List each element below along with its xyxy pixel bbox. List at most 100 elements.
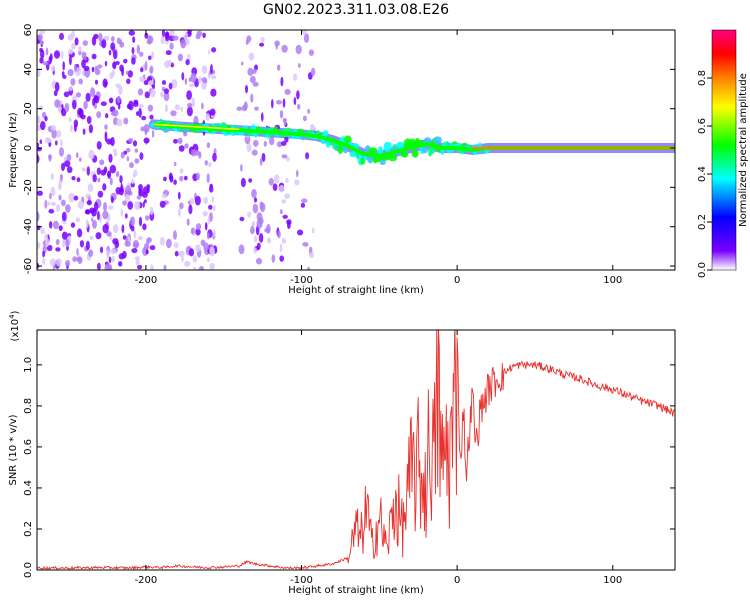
noise-blob — [63, 91, 70, 98]
noise-blob — [247, 211, 252, 218]
noise-blob — [53, 90, 58, 97]
noise-blob — [122, 200, 127, 206]
x-tick-label: 0 — [454, 575, 460, 586]
noise-blob — [307, 266, 311, 270]
noise-blob — [130, 181, 135, 188]
noise-blob — [81, 167, 86, 172]
noise-blob — [149, 245, 156, 251]
noise-blob — [139, 51, 144, 57]
noise-blob — [109, 164, 117, 174]
noise-blob — [129, 162, 134, 169]
noise-blob — [264, 227, 270, 233]
noise-blob — [130, 216, 135, 226]
noise-blob — [111, 36, 115, 42]
noise-blob — [172, 35, 179, 41]
noise-blob — [240, 177, 246, 188]
y-tick-label: -60 — [23, 258, 34, 274]
snr-background — [37, 330, 675, 570]
noise-blob — [259, 42, 265, 47]
noise-blob — [131, 47, 135, 55]
noise-blob — [195, 228, 201, 236]
noise-blob — [69, 124, 73, 133]
noise-blob — [179, 175, 184, 182]
noise-blob — [292, 73, 298, 81]
noise-blob — [185, 59, 190, 66]
noise-blob — [297, 229, 304, 236]
y-tick-label: 0.2 — [23, 521, 34, 537]
noise-blob — [135, 258, 140, 266]
noise-blob — [271, 254, 276, 263]
noise-blob — [251, 149, 258, 156]
noise-blob — [202, 210, 208, 217]
noise-blob — [287, 221, 291, 229]
noise-blob — [261, 112, 264, 122]
noise-blob — [37, 34, 43, 41]
noise-blob — [252, 81, 259, 87]
noise-blob — [159, 236, 165, 246]
noise-blob — [178, 145, 185, 152]
noise-blob — [68, 192, 75, 203]
noise-blob — [210, 88, 217, 97]
snr-multiplier: (x104) — [8, 310, 21, 341]
ridge-blob — [411, 149, 419, 158]
x-tick-label: 100 — [603, 575, 622, 586]
noise-blob — [120, 182, 123, 193]
noise-blob — [97, 64, 103, 69]
noise-blob — [259, 158, 263, 166]
noise-blob — [86, 200, 93, 206]
noise-blob — [276, 141, 283, 148]
noise-blob — [144, 60, 148, 71]
noise-blob — [161, 194, 168, 199]
noise-blob — [60, 138, 63, 147]
noise-blob — [149, 114, 154, 120]
noise-blob — [37, 241, 41, 250]
noise-blob — [296, 169, 299, 178]
noise-blob — [284, 193, 290, 199]
noise-blob — [88, 249, 94, 257]
multiplier-close: ) — [10, 310, 21, 314]
spectrogram-x-ticks: -200 -100 0 100 — [135, 30, 622, 286]
noise-blob — [166, 238, 172, 249]
noise-blob — [97, 262, 101, 270]
noise-blob — [195, 223, 202, 231]
noise-blob — [97, 210, 100, 221]
noise-blob — [83, 100, 88, 110]
noise-blob — [106, 138, 112, 145]
noise-blob — [52, 220, 59, 230]
noise-blob — [85, 92, 91, 102]
noise-blob — [280, 141, 287, 146]
noise-blob — [59, 32, 64, 41]
noise-blob — [94, 95, 100, 104]
noise-blob — [309, 123, 315, 132]
y-tick-label: 0.4 — [23, 480, 34, 496]
noise-blob — [76, 177, 81, 183]
noise-blob — [252, 203, 259, 214]
noise-blob — [269, 136, 275, 146]
noise-blob — [71, 42, 76, 50]
noise-blob — [249, 75, 256, 84]
noise-blob — [124, 213, 128, 219]
noise-blob — [246, 143, 252, 153]
noise-blob — [79, 240, 84, 248]
noise-blob — [104, 124, 108, 130]
noise-blob — [93, 201, 99, 212]
noise-blob — [95, 232, 102, 240]
noise-blob — [39, 47, 43, 53]
noise-blob — [50, 186, 56, 197]
y-tick-label: 1.0 — [23, 357, 34, 373]
spectrogram-y-ticks: 60 40 20 0 -20 -40 -60 — [23, 24, 675, 274]
snr-frame — [36, 329, 676, 571]
noise-blob — [77, 200, 84, 210]
noise-blob — [108, 256, 112, 264]
noise-blob — [112, 49, 118, 60]
noise-blob — [240, 164, 243, 172]
noise-blob — [177, 208, 181, 217]
noise-blob — [92, 174, 97, 183]
noise-blob — [131, 57, 136, 65]
colorbar-tick-label: 0.8 — [697, 70, 708, 86]
noise-blob — [281, 237, 287, 244]
noise-blob — [165, 31, 170, 42]
noise-blob — [209, 185, 214, 193]
noise-blob — [296, 90, 300, 100]
noise-blob — [73, 119, 79, 128]
